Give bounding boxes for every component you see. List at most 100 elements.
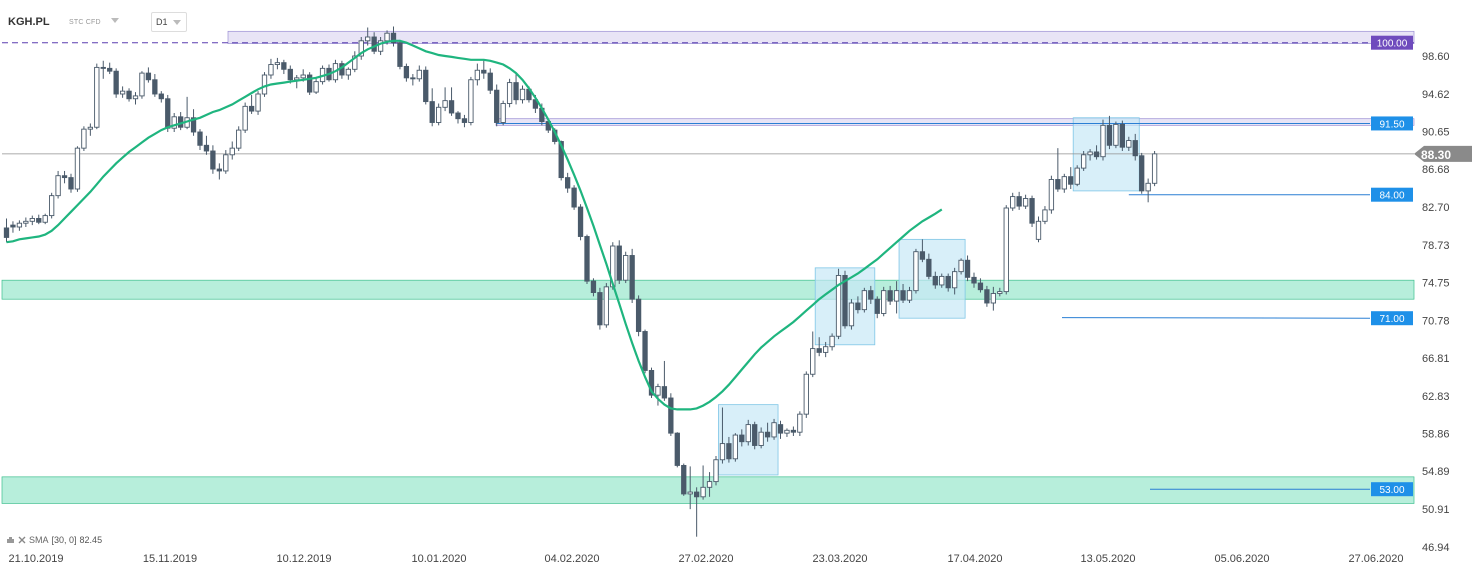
zone-support bbox=[1, 279, 1415, 300]
candle-body bbox=[3, 227, 10, 238]
candle bbox=[358, 37, 364, 60]
candle bbox=[55, 170, 61, 199]
x-tick-label: 23.03.2020 bbox=[812, 553, 867, 565]
candle bbox=[197, 129, 203, 151]
candle-body bbox=[732, 434, 739, 460]
candle-body bbox=[855, 302, 861, 311]
candle bbox=[958, 258, 964, 275]
candle-body bbox=[16, 222, 23, 228]
candle-body bbox=[377, 40, 384, 52]
candle-body bbox=[236, 129, 242, 149]
candle bbox=[313, 77, 319, 94]
candle-body bbox=[81, 128, 87, 149]
candle bbox=[506, 78, 513, 108]
candle-body bbox=[655, 386, 661, 396]
candle-body bbox=[29, 217, 35, 222]
candle-body bbox=[1151, 153, 1158, 184]
candle-body bbox=[132, 95, 139, 100]
candle bbox=[893, 281, 900, 314]
candle-body bbox=[313, 81, 319, 93]
candle bbox=[571, 185, 577, 210]
candle bbox=[1068, 167, 1074, 189]
candle bbox=[365, 27, 371, 46]
candle bbox=[952, 267, 958, 295]
y-tick-label: 90.65 bbox=[1422, 127, 1450, 139]
sma-line bbox=[6, 39, 943, 411]
candle-body bbox=[597, 292, 603, 326]
candle-body bbox=[719, 443, 726, 461]
candle bbox=[642, 329, 648, 374]
candle-body bbox=[887, 290, 893, 302]
candle-body bbox=[358, 40, 364, 57]
candle bbox=[874, 296, 880, 319]
candle bbox=[1145, 178, 1151, 203]
candle bbox=[694, 487, 700, 537]
candle bbox=[1035, 216, 1042, 243]
candle-body bbox=[977, 282, 984, 291]
candle-body bbox=[55, 175, 61, 197]
candle bbox=[190, 109, 197, 136]
level-label: 100.00 bbox=[1377, 39, 1408, 50]
candle bbox=[377, 37, 384, 56]
candle bbox=[635, 295, 642, 337]
candle bbox=[481, 59, 487, 79]
y-tick-label: 58.86 bbox=[1422, 429, 1450, 441]
candle bbox=[248, 94, 255, 114]
zone-resistance bbox=[495, 118, 1415, 126]
candle bbox=[771, 418, 777, 440]
candle bbox=[455, 111, 461, 124]
timeframe-select[interactable]: D1 bbox=[151, 12, 187, 32]
candle bbox=[597, 287, 603, 330]
candle bbox=[661, 360, 668, 401]
candle bbox=[113, 68, 119, 98]
candle bbox=[577, 204, 584, 241]
candle bbox=[61, 170, 68, 184]
candle-body bbox=[345, 68, 351, 76]
candle bbox=[732, 433, 739, 462]
candle-body bbox=[429, 101, 435, 123]
candle-body bbox=[1087, 151, 1093, 156]
candle-body bbox=[1029, 198, 1035, 224]
candle bbox=[919, 239, 926, 263]
close-icon[interactable] bbox=[18, 536, 26, 544]
candle-body bbox=[519, 88, 526, 101]
candle bbox=[713, 455, 719, 486]
x-tick-label: 15.11.2019 bbox=[143, 553, 197, 565]
candle bbox=[881, 286, 887, 317]
symbol-dropdown-chevron-down-icon[interactable] bbox=[111, 18, 119, 23]
candle bbox=[436, 103, 442, 126]
candle-body bbox=[623, 255, 629, 281]
candle bbox=[100, 60, 106, 79]
candle bbox=[210, 145, 216, 174]
candle bbox=[403, 63, 410, 82]
eye-icon[interactable] bbox=[6, 536, 15, 545]
candle-body bbox=[694, 491, 700, 498]
candle bbox=[1151, 151, 1158, 187]
consolidation-box bbox=[1072, 117, 1140, 192]
candle-body bbox=[210, 150, 216, 170]
candle bbox=[823, 341, 829, 358]
candle-body bbox=[410, 77, 416, 80]
candle-body bbox=[642, 331, 648, 371]
indicator-legend[interactable]: SMA [30, 0] 82.45 bbox=[6, 535, 102, 545]
candle-body bbox=[281, 62, 287, 70]
candle-body bbox=[635, 298, 642, 332]
candle bbox=[1139, 152, 1145, 194]
level-label-bg bbox=[1371, 35, 1413, 50]
candle-body bbox=[629, 255, 635, 300]
candle-body bbox=[190, 117, 197, 133]
symbol-label: KGH.PL bbox=[8, 16, 50, 28]
candle bbox=[997, 287, 1003, 297]
indicator-params: [30, 0] bbox=[51, 535, 77, 545]
candle bbox=[423, 66, 429, 105]
candle bbox=[1055, 148, 1061, 192]
candle-body bbox=[448, 100, 455, 114]
candle bbox=[1106, 115, 1113, 150]
candle-body bbox=[1022, 198, 1029, 207]
candle bbox=[29, 215, 35, 226]
y-tick-label: 70.78 bbox=[1422, 315, 1450, 327]
candle bbox=[629, 248, 635, 303]
candle bbox=[1132, 133, 1138, 161]
candle-body bbox=[616, 245, 622, 281]
